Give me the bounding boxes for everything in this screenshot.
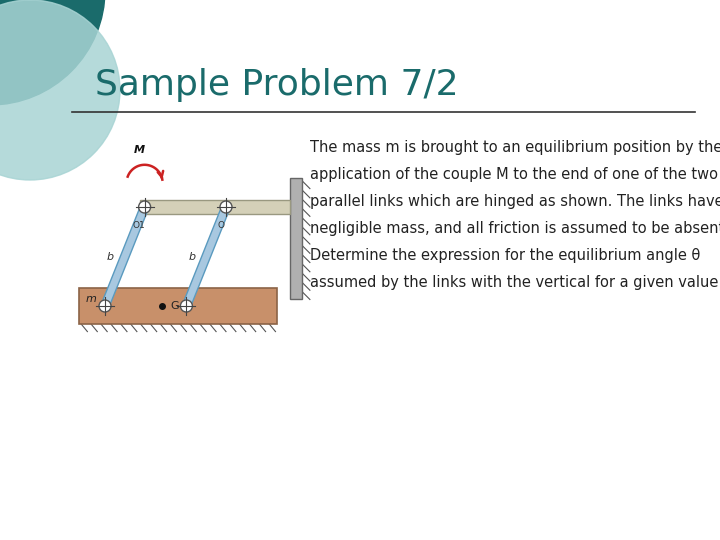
Text: application of the couple M to the end of one of the two: application of the couple M to the end o… [310, 167, 718, 182]
Circle shape [181, 300, 192, 312]
Text: M: M [134, 145, 145, 155]
Text: m: m [85, 294, 96, 305]
Bar [289, 178, 302, 299]
Text: parallel links which are hinged as shown. The links have: parallel links which are hinged as shown… [310, 194, 720, 209]
Text: assumed by the links with the vertical for a given value of M.: assumed by the links with the vertical f… [310, 275, 720, 290]
Bar [78, 288, 276, 323]
Text: b: b [107, 252, 114, 261]
Bar [140, 200, 289, 214]
Text: G: G [170, 301, 179, 311]
Polygon shape [182, 205, 230, 308]
Text: O1: O1 [132, 221, 145, 230]
Circle shape [138, 201, 150, 213]
Circle shape [99, 300, 111, 312]
Text: negligible mass, and all friction is assumed to be absent.: negligible mass, and all friction is ass… [310, 221, 720, 236]
Polygon shape [101, 205, 148, 308]
Text: The mass m is brought to an equilibrium position by the: The mass m is brought to an equilibrium … [310, 140, 720, 155]
Circle shape [220, 201, 232, 213]
Text: b: b [188, 252, 195, 261]
Circle shape [0, 0, 120, 180]
Text: Determine the expression for the equilibrium angle θ: Determine the expression for the equilib… [310, 248, 701, 263]
Circle shape [0, 0, 105, 105]
Text: O: O [218, 221, 225, 230]
Text: Sample Problem 7/2: Sample Problem 7/2 [95, 68, 459, 102]
